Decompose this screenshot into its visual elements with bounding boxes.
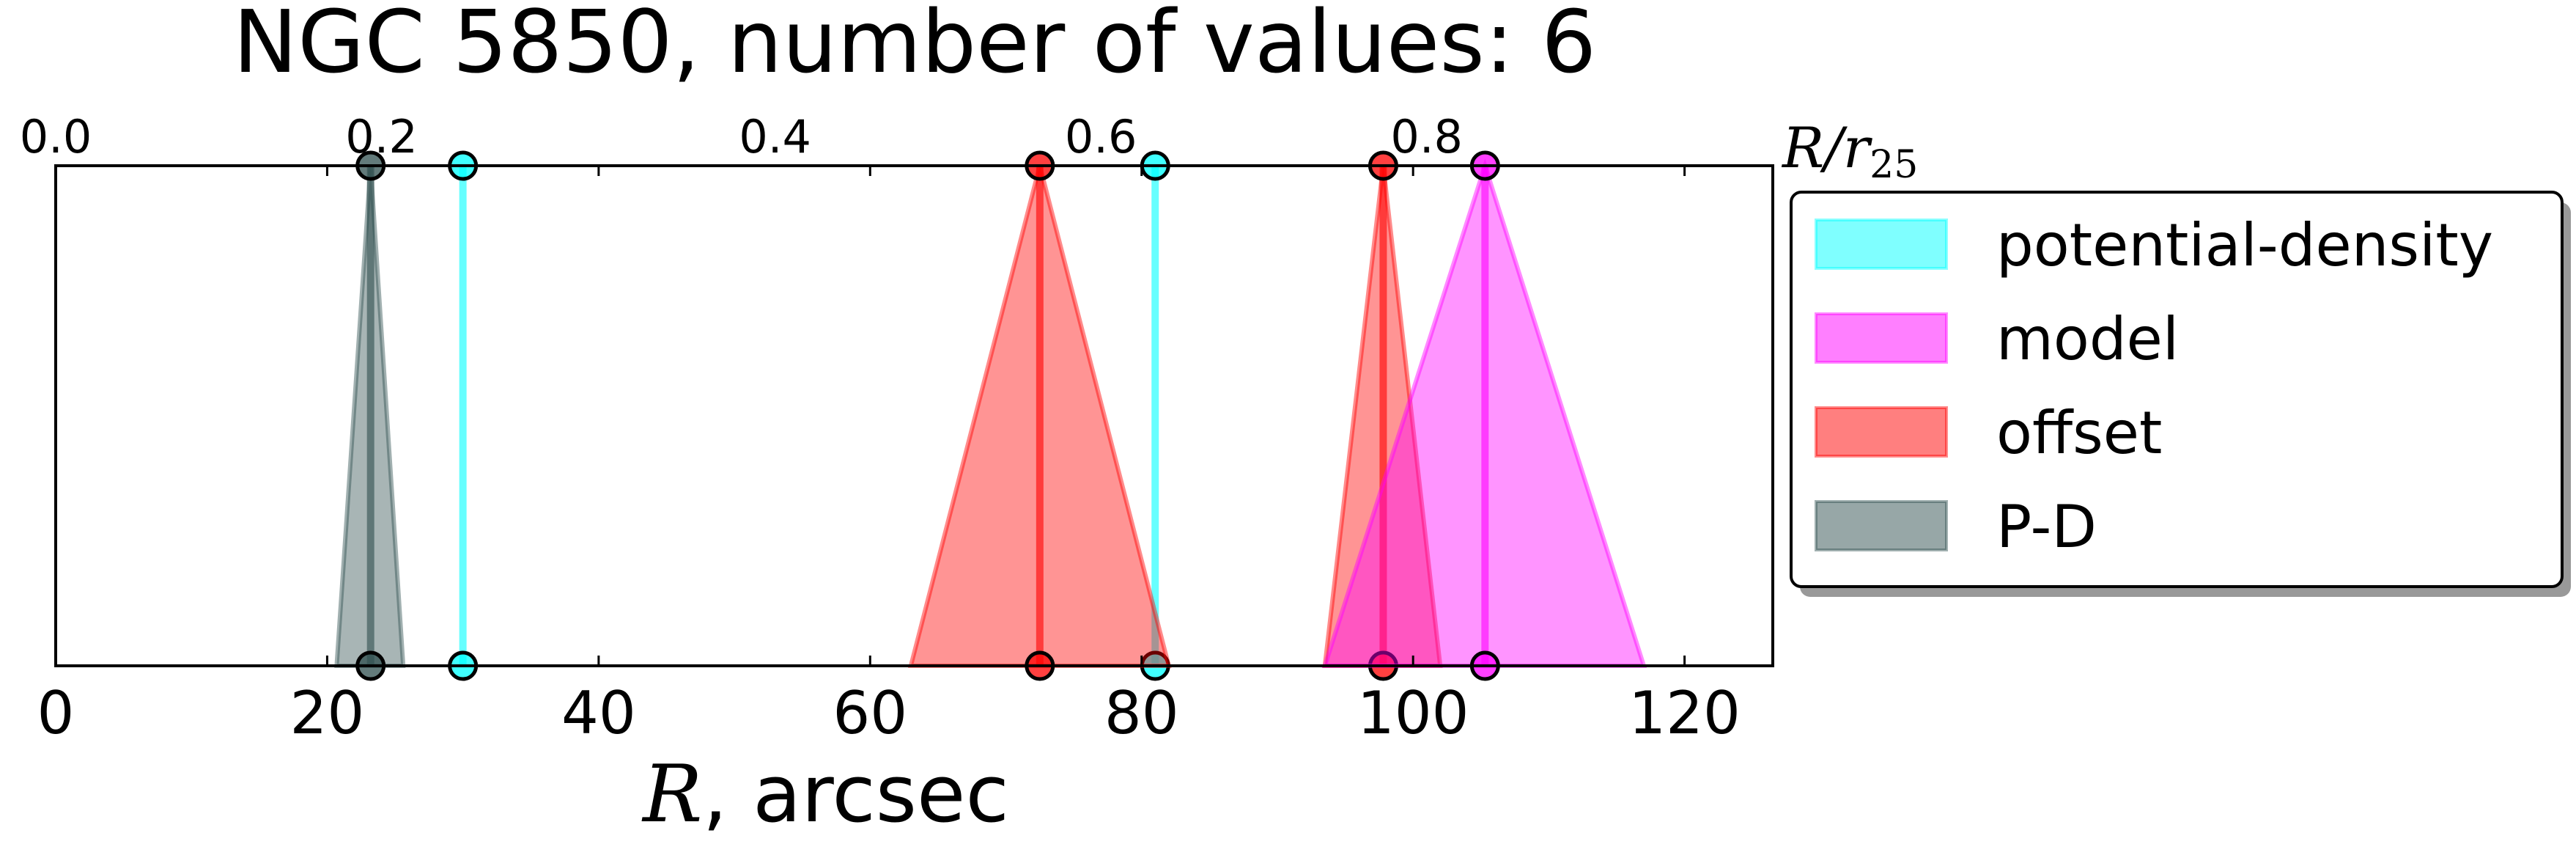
x-tick-label: 120 <box>1628 679 1741 747</box>
top-axis-label-main: R/r <box>1781 115 1873 180</box>
x-tick-label: 20 <box>290 679 365 747</box>
legend-swatch-model <box>1815 312 1948 364</box>
plot-area <box>334 150 1647 681</box>
top-axis-label-sub: 25 <box>1870 143 1918 187</box>
x-tick-label: 80 <box>1104 679 1179 747</box>
legend-swatch-potential-density <box>1815 219 1948 270</box>
top-tick-label: 0.6 <box>1065 110 1137 164</box>
x-tick-label: 60 <box>833 679 907 747</box>
legend-box <box>1790 191 2564 588</box>
x-axis-label: R, arcsec <box>641 749 1009 840</box>
x-tick-label: 0 <box>37 679 75 747</box>
legend: potential-density model offset P-D <box>1790 191 2571 597</box>
legend-swatch-p-d <box>1815 500 1948 551</box>
x-axis-label-symbol: R <box>641 749 702 840</box>
x-tick-label: 100 <box>1357 679 1469 747</box>
chart-title: NGC 5850, number of values: 6 <box>233 0 1596 92</box>
top-tick-label: 0.2 <box>345 110 418 164</box>
x-axis-label-suffix: , arcsec <box>702 749 1008 840</box>
legend-label-potential-density: potential-density <box>1996 211 2493 279</box>
legend-label-p-d: P-D <box>1996 493 2097 561</box>
legend-items: potential-density model offset P-D <box>1815 211 2493 561</box>
top-tick-label: 0.0 <box>20 110 92 164</box>
top-axis-label: R/r25 <box>1781 115 1918 187</box>
legend-swatch-offset <box>1815 406 1948 458</box>
top-tick-label: 0.8 <box>1390 110 1463 164</box>
plot-frame <box>54 164 1774 667</box>
bottom-axis: 0 20 40 60 80 100 120 <box>37 166 1741 747</box>
top-tick-label: 0.4 <box>739 110 811 164</box>
legend-label-model: model <box>1996 305 2179 373</box>
legend-label-offset: offset <box>1996 399 2162 467</box>
x-tick-label: 40 <box>561 679 636 747</box>
top-axis: 0.0 0.2 0.4 0.6 0.8 <box>20 110 1463 164</box>
